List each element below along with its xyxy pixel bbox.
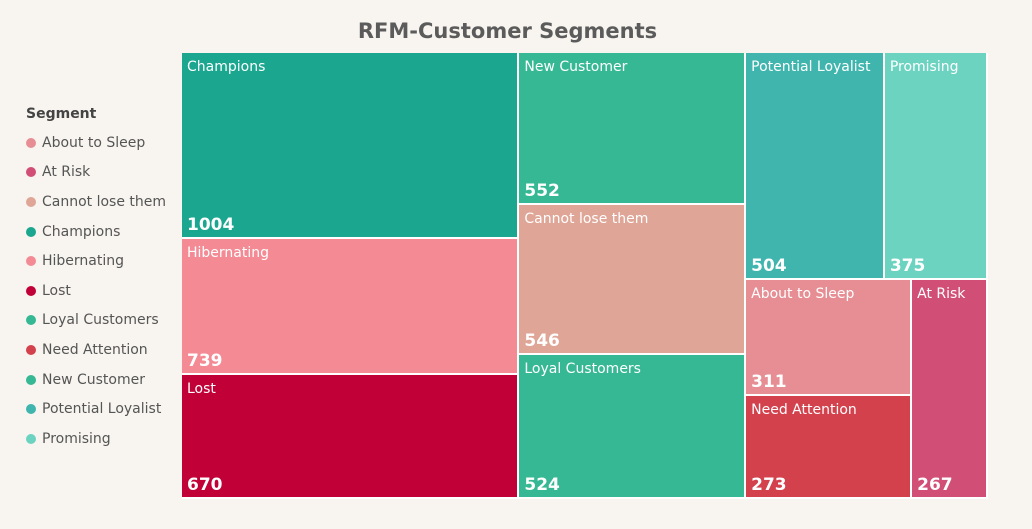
treemap-tile[interactable]: Need Attention 273 — [746, 396, 913, 499]
treemap-tile[interactable]: Promising 375 — [884, 53, 988, 280]
legend-item[interactable]: About to Sleep — [26, 128, 166, 158]
tile-value: 552 — [524, 180, 560, 201]
tile-value: 1004 — [187, 214, 235, 235]
tile-label: Champions — [187, 59, 266, 75]
legend-dot-icon — [26, 344, 36, 355]
legend-label: At Risk — [42, 164, 91, 181]
tile-label: Loyal Customers — [524, 360, 641, 377]
legend-dot-icon — [26, 315, 36, 326]
legend-label: Potential Loyalist — [42, 401, 162, 418]
tile-value: 273 — [751, 474, 787, 495]
legend-dot-icon — [26, 196, 36, 207]
legend-label: New Customer — [42, 371, 145, 388]
treemap-tile[interactable]: Champions 1004 — [182, 53, 520, 239]
legend-label: Hibernating — [42, 253, 125, 270]
legend-item[interactable]: At Risk — [26, 158, 166, 188]
tile-label: Lost — [187, 381, 216, 398]
legend-item[interactable]: Promising — [26, 424, 166, 454]
legend-dot-icon — [26, 256, 36, 267]
tile-label: Promising — [889, 59, 959, 75]
treemap-tile[interactable]: Potential Loyalist 504 — [746, 53, 885, 280]
legend-dot-icon — [26, 433, 36, 444]
legend-item[interactable]: Need Attention — [26, 335, 166, 365]
treemap-tile[interactable]: At Risk 267 — [912, 279, 988, 499]
legend-label: About to Sleep — [42, 134, 146, 151]
legend: Segment About to Sleep At Risk Cannot lose… — [26, 106, 166, 454]
tile-value: 504 — [751, 255, 787, 276]
legend-label: Promising — [42, 430, 111, 447]
treemap-tile[interactable]: Loyal Customers 524 — [519, 354, 747, 499]
legend-title: Segment — [26, 106, 97, 122]
tile-value: 524 — [524, 474, 560, 495]
tile-value: 670 — [187, 474, 223, 495]
tile-label: Potential Loyalist — [751, 59, 871, 75]
tile-label: Cannot lose them — [524, 210, 649, 227]
tile-label: New Customer — [524, 59, 628, 75]
legend-dot-icon — [26, 137, 36, 148]
legend-dot-icon — [26, 167, 36, 178]
legend-label: Loyal Customers — [42, 312, 159, 329]
legend-item[interactable]: Lost — [26, 276, 166, 306]
treemap-tile[interactable]: Hibernating 739 — [182, 238, 520, 376]
legend-dot-icon — [26, 374, 36, 385]
legend-dot-icon — [26, 404, 36, 415]
legend-label: Need Attention — [42, 341, 148, 358]
legend-label: Lost — [42, 282, 71, 299]
tile-value: 739 — [187, 351, 223, 372]
legend-label: Cannot lose them — [42, 193, 167, 210]
tile-label: Hibernating — [187, 244, 270, 261]
tile-value: 375 — [889, 255, 926, 276]
tile-label: At Risk — [917, 285, 966, 302]
treemap-tile[interactable]: About to Sleep 311 — [746, 279, 913, 397]
legend-item[interactable]: Loyal Customers — [26, 306, 166, 336]
treemap-tile[interactable]: Cannot lose them 546 — [519, 204, 747, 355]
legend-item[interactable]: Cannot lose them — [26, 187, 166, 217]
legend-dot-icon — [26, 226, 36, 237]
treemap: Champions 1004 Hibernating 739 Lost 670 New Cu… — [182, 53, 988, 499]
legend-label: Champions — [42, 223, 121, 240]
legend-dot-icon — [26, 285, 36, 296]
tile-value: 267 — [917, 474, 953, 495]
legend-item[interactable]: Potential Loyalist — [26, 394, 166, 424]
tile-label: Need Attention — [751, 402, 857, 419]
treemap-tile[interactable]: Lost 670 — [182, 375, 520, 499]
legend-item[interactable]: Champions — [26, 217, 166, 247]
tile-value: 311 — [751, 372, 787, 393]
legend-item[interactable]: Hibernating — [26, 246, 166, 276]
tile-label: About to Sleep — [751, 285, 855, 302]
treemap-tile[interactable]: New Customer 552 — [519, 53, 747, 205]
legend-item[interactable]: New Customer — [26, 365, 166, 395]
legend-items: About to Sleep At Risk Cannot lose them Cha… — [26, 128, 166, 454]
chart-title: RFM-Customer Segments — [357, 19, 658, 43]
tile-value: 546 — [524, 330, 560, 351]
